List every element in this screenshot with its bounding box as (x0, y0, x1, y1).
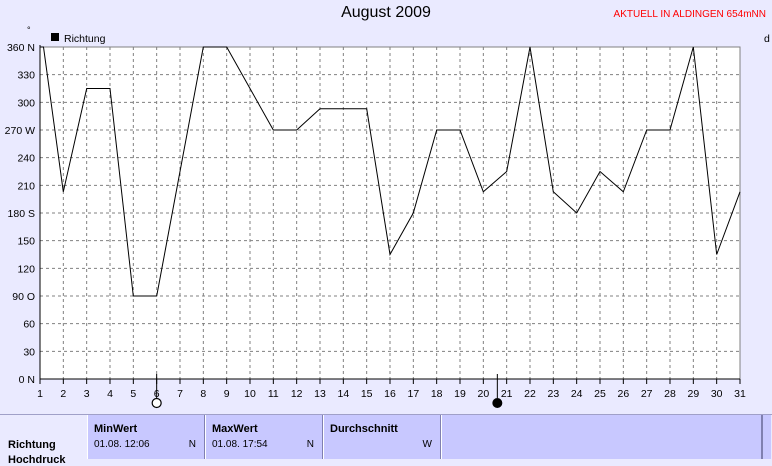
x-tick-label: 4 (107, 388, 113, 400)
chart-title: August 2009 (341, 4, 431, 21)
y-tick-label: 150 (17, 236, 35, 248)
avg-direction: W (422, 439, 432, 450)
y-tick-label: 90 O (12, 291, 35, 303)
stats-panel: Richtung Hochdruck MinWert 01.08. 12:06 … (0, 414, 772, 466)
series-line-richtung (40, 46, 741, 297)
x-tick-label: 28 (664, 388, 676, 400)
max-header: MaxWert (212, 423, 258, 435)
y-tick-label: 0 N (19, 374, 35, 386)
y-tick-label: 180 S (8, 208, 35, 220)
x-tick-label: 27 (641, 388, 653, 400)
x-tick-label: 24 (571, 388, 583, 400)
row-label: Richtung (8, 439, 56, 451)
y-tick-label: 300 (17, 97, 35, 109)
y-tick-label: 330 (17, 70, 35, 82)
max-cell: MaxWert 01.08. 17:54 N (205, 415, 323, 459)
x-tick-label: 11 (268, 388, 279, 400)
empty-cell (441, 415, 762, 459)
x-tick-label: 22 (524, 388, 536, 400)
x-tick-label: 2 (60, 388, 66, 400)
x-tick-label: 5 (130, 388, 136, 400)
legend-label: Richtung (64, 33, 106, 45)
min-value: 01.08. 12:06 (94, 439, 150, 450)
x-tick-label: 15 (361, 388, 373, 400)
x-tick-label: 12 (291, 388, 303, 400)
x-tick-label: 26 (617, 388, 629, 400)
y-tick-label: 360 N (7, 42, 35, 54)
x-tick-label: 7 (177, 388, 183, 400)
x-tick-label: 14 (337, 388, 349, 400)
scrollbar[interactable] (762, 415, 771, 459)
x-tick-label: 31 (734, 388, 746, 400)
x-tick-label: 25 (594, 388, 606, 400)
min-cell: MinWert 01.08. 12:06 N (87, 415, 205, 459)
x-tick-label: 8 (200, 388, 206, 400)
y-tick-label: 270 W (5, 125, 35, 137)
degree-symbol: ° (27, 25, 31, 35)
x-tick-label: 16 (384, 388, 396, 400)
x-tick-label: 30 (711, 388, 723, 400)
y-tick-label: 210 (17, 180, 35, 192)
location-label: AKTUELL IN ALDINGEN 654mNN (613, 9, 766, 20)
y-tick-label: 30 (23, 346, 35, 358)
x-tick-label: 19 (454, 388, 466, 400)
x-tick-label: 23 (547, 388, 559, 400)
legend-swatch (51, 33, 59, 41)
min-header: MinWert (94, 423, 138, 435)
avg-header: Durchschnitt (330, 423, 398, 435)
max-value: 01.08. 17:54 (212, 439, 268, 450)
x-tick-label: 21 (501, 388, 513, 400)
row-label-2: Hochdruck (8, 454, 66, 466)
x-tick-label: 17 (407, 388, 419, 400)
right-edge-label: d (764, 33, 770, 45)
y-tick-label: 120 (17, 263, 35, 275)
min-direction: N (188, 439, 196, 450)
x-tick-label: 18 (431, 388, 443, 400)
full-moon-icon (151, 397, 162, 409)
y-tick-label: 240 (17, 153, 35, 165)
x-tick-label: 29 (687, 388, 699, 400)
max-direction: N (306, 439, 314, 450)
x-tick-label: 13 (314, 388, 326, 400)
x-tick-label: 1 (37, 388, 43, 400)
avg-cell: Durchschnitt W (323, 415, 441, 459)
x-tick-label: 20 (477, 388, 489, 400)
x-tick-label: 10 (244, 388, 256, 400)
y-tick-label: 60 (23, 319, 35, 331)
x-tick-label: 9 (224, 388, 230, 400)
new-moon-icon (492, 398, 503, 408)
x-tick-label: 3 (84, 388, 90, 400)
